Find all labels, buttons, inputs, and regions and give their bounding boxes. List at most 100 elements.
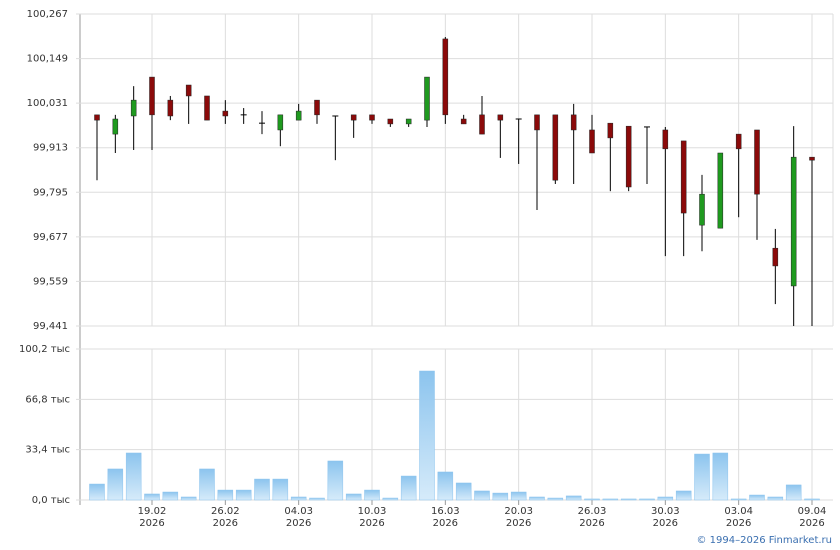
- candle-body: [405, 118, 412, 125]
- y-tick-label: 99,913: [33, 143, 68, 154]
- candle-body: [350, 114, 357, 121]
- x-tick-label: 19.02 2026: [137, 506, 167, 529]
- volume-tick-label: 100,2 тыс: [19, 344, 70, 355]
- volume-bar: [199, 468, 215, 501]
- x-tick-label: 09.04 2026: [797, 506, 827, 529]
- x-tick-label: 04.03 2026: [284, 506, 313, 529]
- x-tick-label: 10.03 2026: [357, 506, 387, 529]
- volume-bar: [235, 489, 252, 501]
- volume-bar: [419, 370, 435, 501]
- volume-bar: [254, 478, 270, 501]
- volume-bar: [565, 495, 582, 501]
- volume-bar: [327, 460, 344, 501]
- volume-bar: [675, 490, 692, 501]
- candle-body: [754, 129, 760, 195]
- candle-body: [497, 114, 504, 121]
- candle-body: [277, 114, 284, 131]
- volume-bar: [510, 491, 527, 501]
- candle-body: [442, 38, 449, 116]
- candle-body: [424, 76, 430, 121]
- volume-bar: [144, 493, 160, 501]
- x-tick-label: 03.04 2026: [724, 506, 753, 529]
- volume-bar: [437, 471, 454, 501]
- candle-body: [772, 247, 779, 267]
- candle-body: [534, 114, 540, 131]
- candle-body: [662, 129, 669, 150]
- candle-body: [680, 140, 687, 214]
- volume-bar: [584, 498, 600, 501]
- x-tick-label: 30.03 2026: [651, 506, 680, 529]
- volume-bar: [767, 496, 784, 501]
- volume-bar: [730, 498, 747, 501]
- volume-bar: [492, 492, 509, 501]
- volume-bar: [309, 497, 325, 501]
- y-tick-label: 99,677: [33, 232, 68, 243]
- candle-body: [809, 156, 815, 161]
- volume-bar: [804, 498, 820, 501]
- volume-bar: [217, 489, 234, 501]
- x-tick-label: 26.02 2026: [211, 506, 240, 529]
- volume-tick-label: 33,4 тыс: [25, 445, 70, 456]
- candle-body: [625, 125, 632, 188]
- footer: © 1994–2026 Finmarket.ru: [696, 535, 832, 546]
- volume-bar: [455, 482, 472, 501]
- x-tick-label: 16.03 2026: [431, 506, 460, 529]
- candle-body: [167, 99, 174, 117]
- x-tick-label: 26.03 2026: [577, 506, 607, 529]
- candle-body: [314, 99, 320, 116]
- volume-bar: [162, 491, 179, 501]
- volume-bar: [639, 498, 655, 501]
- candle-body: [552, 114, 559, 181]
- candle-body: [735, 133, 742, 150]
- y-tick-label: 100,149: [27, 54, 68, 65]
- volume-bar: [657, 496, 674, 501]
- candle-body: [570, 114, 577, 131]
- volume-bar: [749, 494, 765, 501]
- volume-bar: [89, 483, 105, 501]
- candle-body: [185, 84, 192, 97]
- volume-bar: [345, 493, 362, 501]
- candle-body: [589, 129, 595, 154]
- volume-bar: [712, 452, 729, 501]
- y-tick-label: 100,267: [27, 9, 68, 20]
- candle-body: [387, 118, 394, 125]
- candle-body: [130, 99, 137, 117]
- volume-bar: [364, 489, 380, 501]
- candle-body: [204, 95, 210, 121]
- candle-body: [790, 156, 797, 287]
- y-tick-label: 99,559: [33, 276, 68, 287]
- candle-body: [717, 152, 724, 229]
- volume-bar: [547, 497, 564, 501]
- candle-body: [149, 76, 155, 116]
- candle-body: [479, 114, 485, 135]
- volume-bar: [602, 498, 619, 501]
- candle-body: [607, 122, 614, 139]
- y-tick-label: 99,441: [33, 321, 68, 332]
- y-tick-label: 99,795: [33, 187, 68, 198]
- volume-bar: [529, 496, 545, 501]
- candle-body: [222, 110, 229, 117]
- candle-body: [460, 118, 467, 125]
- volume-tick-label: 66,8 тыс: [25, 394, 70, 405]
- volume-bar: [290, 496, 307, 501]
- volume-bar: [180, 496, 197, 501]
- volume-bar: [107, 468, 124, 501]
- candle-body: [295, 110, 302, 121]
- volume-bar: [620, 498, 637, 501]
- candle-body: [112, 118, 119, 135]
- volume-tick-label: 0,0 тыс: [32, 495, 70, 506]
- x-tick-label: 20.03 2026: [504, 506, 533, 529]
- volume-bar: [474, 490, 490, 501]
- candle-body: [699, 193, 705, 226]
- volume-bar: [272, 478, 289, 501]
- volume-bar: [382, 497, 399, 501]
- y-tick-label: 100,031: [27, 98, 68, 109]
- volume-bar: [125, 452, 142, 501]
- volume-bar: [694, 453, 710, 501]
- volume-bar: [400, 475, 417, 501]
- candle-body: [94, 114, 100, 121]
- candle-body: [369, 114, 375, 121]
- volume-bar: [785, 484, 802, 501]
